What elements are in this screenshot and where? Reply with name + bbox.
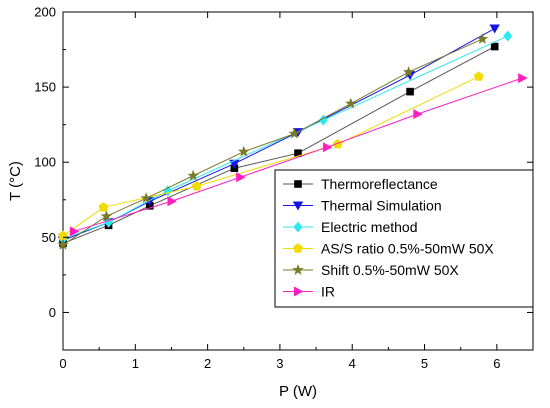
legend-marker [293,221,303,233]
data-point [140,192,152,204]
data-point [236,172,246,183]
legend-entry-2: Electric method [283,219,417,235]
x-tick-label: 1 [132,356,139,371]
data-point [238,145,250,157]
series-5 [69,73,528,237]
x-tick-label: 0 [59,356,66,371]
data-point [187,169,199,181]
legend-entry-3: AS/S ratio 0.5%-50mW 50X [283,241,494,257]
data-point [57,238,69,250]
legend-label: IR [321,284,335,300]
data-point [322,142,333,153]
data-point [100,210,113,222]
legend: Thermoreflectance Thermal Simulation Elect… [274,169,534,308]
y-tick-label: 0 [49,305,56,320]
legend-label: Shift 0.5%-50mW 50X [321,262,459,278]
data-point [167,196,177,207]
legend-marker [293,243,303,253]
data-point [489,24,500,34]
legend-box [274,169,534,308]
series-3 [58,71,484,241]
data-point [406,87,414,96]
y-tick-label: 50 [42,230,56,245]
x-tick-label: 5 [421,356,428,371]
legend-entry-5: IR [283,284,335,300]
y-axis-title: T (°C) [7,161,24,201]
data-point [69,226,80,237]
data-point [473,71,484,81]
data-point [518,73,528,84]
y-tick-label: 100 [34,155,56,170]
data-point [345,97,357,109]
data-point [490,42,499,51]
data-point [503,30,513,42]
data-point [294,149,302,158]
legend-marker [294,286,304,297]
data-point [476,33,489,44]
data-point [191,181,202,191]
series-4 [57,33,489,250]
axes-layer: 0 1 2 3 4 5 6 0 50 100 150 200 [34,5,533,371]
legend-label: AS/S ratio 0.5%-50mW 50X [321,241,494,257]
x-tick-label: 6 [493,356,500,371]
data-point [98,202,109,212]
x-axis-title: P (W) [279,383,317,400]
x-tick-label: 2 [204,356,211,371]
data-point [413,109,423,120]
legend-marker [294,180,302,188]
legend-marker [292,264,304,275]
legend-label: Thermal Simulation [321,198,442,214]
series-line [73,77,523,232]
y-tick-label: 200 [34,5,56,20]
legend-entry-0: Thermoreflectance [283,176,438,192]
y-tick-label: 150 [34,80,56,95]
legend-label: Electric method [321,219,417,235]
data-point [288,127,301,139]
data-point [402,66,415,77]
legend-marker [292,201,304,211]
legend-entry-4: Shift 0.5%-50mW 50X [283,262,459,278]
x-tick-label: 3 [276,356,283,371]
legend-entry-1: Thermal Simulation [283,198,442,214]
series-layer [57,24,528,250]
legend-label: Thermoreflectance [321,176,438,192]
x-tick-label: 4 [349,356,356,371]
